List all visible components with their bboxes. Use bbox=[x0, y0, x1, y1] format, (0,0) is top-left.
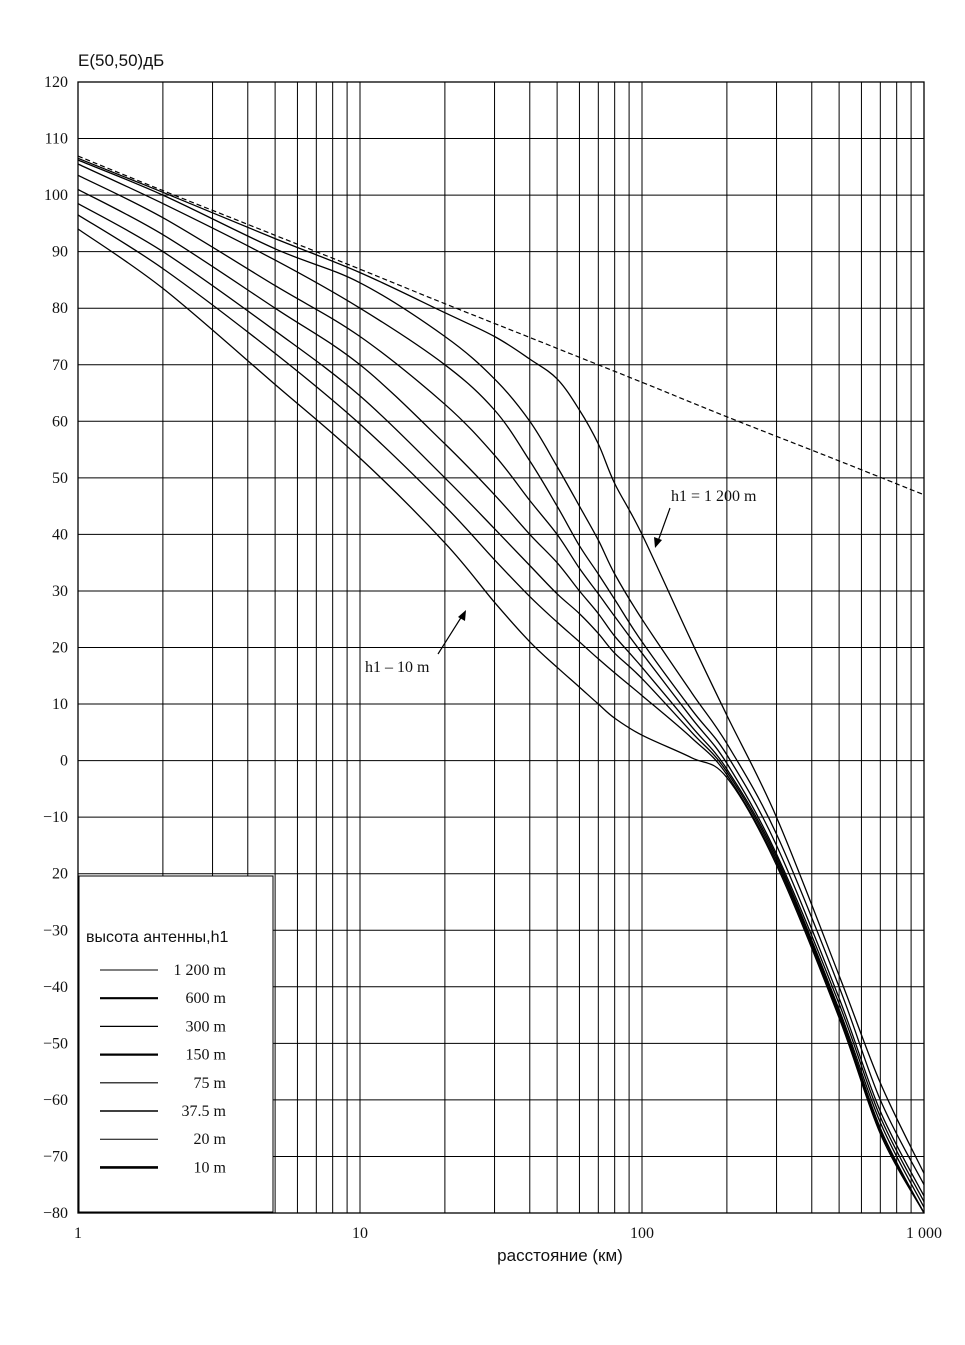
legend-entry-label: 37.5 m bbox=[182, 1103, 227, 1120]
y-tick-label: −60 bbox=[43, 1092, 68, 1109]
series-line bbox=[77, 157, 925, 1174]
y-tick-label: 50 bbox=[52, 470, 68, 487]
y-tick-label: 10 bbox=[52, 696, 68, 713]
y-tick-label: 40 bbox=[52, 526, 68, 543]
annotation-h1-1200-label: h1 = 1 200 m bbox=[671, 488, 757, 505]
annotation-h1-10-label: h1 – 10 m bbox=[365, 659, 430, 676]
y-tick-label: −80 bbox=[43, 1205, 68, 1222]
x-tick-label: 1 000 bbox=[906, 1225, 942, 1242]
legend-entry-label: 150 m bbox=[186, 1047, 227, 1064]
legend-entry-label: 300 m bbox=[186, 1018, 227, 1035]
y-tick-label: 20 bbox=[52, 640, 68, 657]
y-tick-label: 60 bbox=[52, 413, 68, 430]
series-line bbox=[77, 228, 925, 1214]
x-tick-label: 10 bbox=[352, 1225, 368, 1242]
y-tick-label: 30 bbox=[52, 583, 68, 600]
y-tick-label: 90 bbox=[52, 244, 68, 261]
y-tick-label: −40 bbox=[43, 979, 68, 996]
y-axis-title: E(50,50)дБ bbox=[78, 51, 164, 70]
y-tick-label: −10 bbox=[43, 809, 68, 826]
y-tick-label: 70 bbox=[52, 357, 68, 374]
annotation-h1-1200-arrow bbox=[656, 507, 671, 545]
legend-box bbox=[78, 875, 274, 1213]
x-tick-label: 1 bbox=[74, 1225, 82, 1242]
x-tick-label: 100 bbox=[630, 1225, 654, 1242]
y-tick-label: 120 bbox=[44, 74, 68, 91]
legend-entry-label: 1 200 m bbox=[174, 962, 227, 979]
x-axis-title: расстояние (км) bbox=[497, 1246, 623, 1265]
y-tick-label: −50 bbox=[43, 1035, 68, 1052]
annotation-h1-10: h1 – 10 m bbox=[365, 610, 466, 676]
legend-entry-label: 75 m bbox=[194, 1075, 227, 1092]
legend-entry-label: 10 m bbox=[194, 1159, 227, 1176]
y-tick-label: 0 bbox=[60, 753, 68, 770]
legend: высота антенны,h1 1 200 m 600 m 300 m 150 m… bbox=[78, 875, 274, 1213]
series-line bbox=[77, 163, 925, 1197]
y-tick-label: 20 bbox=[52, 866, 68, 883]
legend-entries: 1 200 m 600 m 300 m 150 m 75 m 37.5 m 20 m 10 m bbox=[100, 962, 227, 1176]
x-tick-labels: 1 10 100 1 000 bbox=[74, 1225, 942, 1242]
legend-title: высота антенны,h1 bbox=[86, 929, 229, 946]
y-tick-label: 110 bbox=[45, 131, 68, 148]
y-tick-label: 80 bbox=[52, 300, 68, 317]
series-line bbox=[77, 188, 925, 1208]
plot-frame bbox=[77, 81, 925, 1214]
y-tick-label: 100 bbox=[44, 187, 68, 204]
reference-line bbox=[77, 155, 925, 496]
y-tick-labels: 1201101009080706050403020100−1020−30−40−… bbox=[43, 74, 68, 1222]
annotation-h1-10-arrow bbox=[437, 615, 463, 655]
series-line bbox=[77, 203, 925, 1214]
legend-entry-label: 600 m bbox=[186, 990, 227, 1007]
series-line bbox=[77, 214, 925, 1214]
annotation-h1-1200-arrowhead bbox=[654, 537, 662, 548]
y-tick-label: −70 bbox=[43, 1148, 68, 1165]
y-tick-label: −30 bbox=[43, 922, 68, 939]
reference-line-layer bbox=[77, 155, 925, 496]
annotation-h1-10-arrowhead bbox=[458, 610, 466, 621]
annotation-h1-1200: h1 = 1 200 m bbox=[654, 488, 757, 548]
legend-entry-label: 20 m bbox=[194, 1131, 227, 1148]
series-layer bbox=[77, 157, 925, 1214]
series-line bbox=[77, 174, 925, 1202]
series-line bbox=[77, 159, 925, 1185]
